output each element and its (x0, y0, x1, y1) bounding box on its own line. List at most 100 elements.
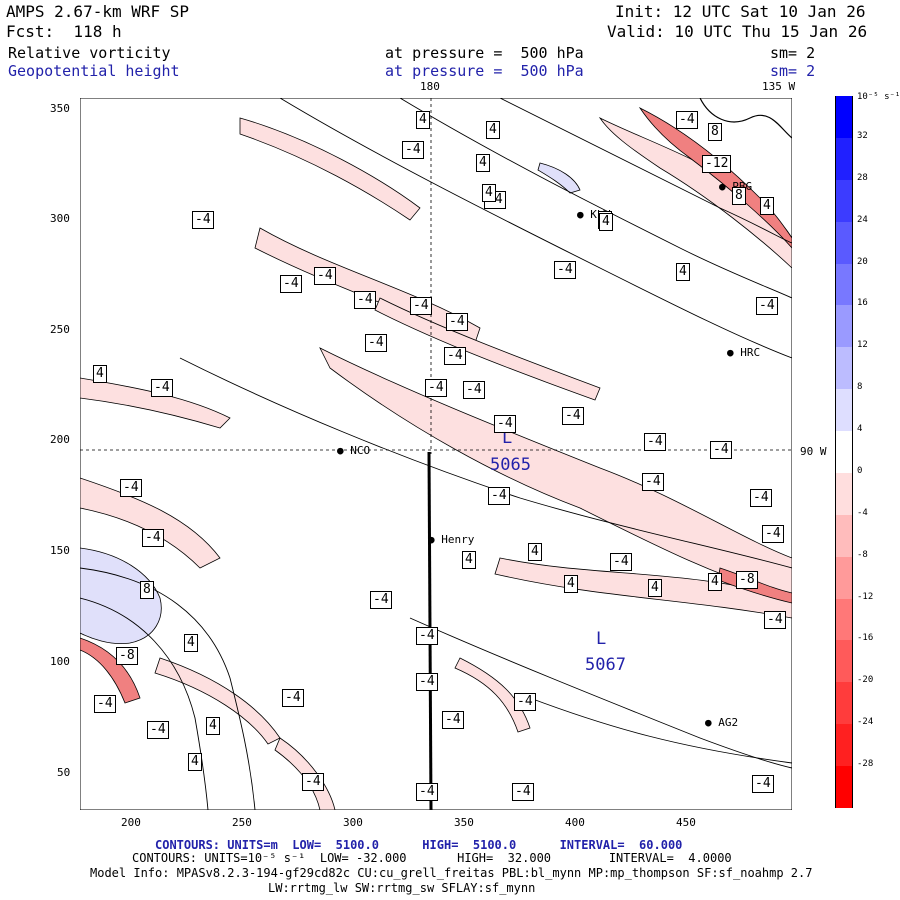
contour-value-label: -4 (416, 783, 438, 801)
contour-value-label: -4 (402, 141, 424, 159)
colorbar-segment (835, 514, 853, 557)
contour-value-label: -4 (644, 433, 666, 451)
contour-value-label: -4 (142, 529, 164, 547)
init-time: Init: 12 UTC Sat 10 Jan 26 (615, 2, 866, 21)
field2-level: at pressure = 500 hPa (385, 62, 584, 80)
low-center-1-value: 5065 (490, 455, 531, 475)
contour-value-label: -4 (750, 489, 772, 507)
forecast-hour: Fcst: 118 h (6, 22, 122, 41)
colorbar-segment (835, 96, 853, 138)
colorbar-segment (835, 766, 853, 808)
colorbar-tick-label: -8 (857, 549, 868, 560)
y-tick-150: 150 (50, 544, 70, 557)
footer-contours-height: CONTOURS: UNITS=m LOW= 5100.0 HIGH= 5100… (155, 838, 683, 852)
contour-value-label: 4 (184, 634, 198, 652)
low-center-2-value: 5067 (585, 655, 626, 675)
colorbar-segment (835, 179, 853, 222)
contour-value-label: -4 (147, 721, 169, 739)
contour-value-label: -4 (302, 773, 324, 791)
valid-time: Valid: 10 UTC Thu 15 Jan 26 (607, 22, 868, 41)
contour-value-label: -4 (416, 627, 438, 645)
contour-value-label: 4 (708, 573, 722, 591)
lon-label-135w: 135 W (762, 80, 796, 93)
colorbar-segment (835, 682, 853, 725)
colorbar-segment (835, 389, 853, 432)
contour-value-label: -4 (365, 334, 387, 352)
contour-value-label: -4 (764, 611, 786, 629)
contour-value-label: -4 (425, 379, 447, 397)
contour-value-label: -4 (370, 591, 392, 609)
contour-value-label: -4 (762, 525, 784, 543)
colorbar-tick-label: -28 (857, 759, 874, 770)
colorbar-segment (835, 263, 853, 306)
contour-value-label: -4 (94, 695, 116, 713)
contour-value-label: 4 (564, 575, 578, 593)
lat-label-90w: 90 W (800, 445, 827, 458)
contour-value-label: 4 (476, 154, 490, 172)
contour-value-label: 4 (462, 551, 476, 569)
lon-label-180: 180 (420, 80, 440, 93)
x-tick-250: 250 (232, 816, 252, 829)
field2-name: Geopotential height (8, 62, 180, 80)
x-tick-450: 450 (676, 816, 696, 829)
contour-value-label: -4 (280, 275, 302, 293)
colorbar-segment (835, 305, 853, 348)
colorbar-segment (835, 724, 853, 767)
low-center-2-label: L (596, 629, 607, 649)
colorbar-tick-label: 0 (857, 465, 863, 476)
contour-value-label: 8 (732, 187, 746, 205)
field1-level: at pressure = 500 hPa (385, 44, 584, 62)
y-tick-350: 350 (50, 102, 70, 115)
contour-value-label: 8 (708, 123, 722, 141)
footer-physics: LW:rrtmg_lw SW:rrtmg_sw SFLAY:sf_mynn (268, 881, 536, 895)
colorbar-segment (835, 472, 853, 515)
colorbar-segment (835, 137, 853, 180)
colorbar-tick-label: -20 (857, 675, 874, 686)
colorbar (835, 96, 853, 808)
contour-value-label: -4 (151, 379, 173, 397)
contour-value-label: 4 (648, 579, 662, 597)
y-tick-100: 100 (50, 655, 70, 668)
positive-vorticity (80, 162, 581, 645)
contour-value-label: 8 (140, 581, 154, 599)
colorbar-segment (835, 431, 853, 473)
contour-value-label: -4 (442, 711, 464, 729)
colorbar-tick-label: 4 (857, 424, 863, 435)
contour-value-label: 4 (188, 753, 202, 771)
field1-name: Relative vorticity (8, 44, 171, 62)
contour-value-label: -4 (446, 313, 468, 331)
contour-value-label: -8 (736, 571, 758, 589)
y-tick-300: 300 (50, 212, 70, 225)
contour-value-label: -4 (444, 347, 466, 365)
colorbar-tick-label: -12 (857, 591, 874, 602)
contour-value-label: -4 (282, 689, 304, 707)
y-tick-200: 200 (50, 433, 70, 446)
contour-value-label: -8 (116, 647, 138, 665)
colorbar-segment (835, 556, 853, 599)
colorbar-tick-label: 28 (857, 172, 868, 183)
contour-value-label: 4 (93, 365, 107, 383)
contour-value-label: -4 (676, 111, 698, 129)
contour-value-label: 4 (760, 197, 774, 215)
x-tick-200: 200 (121, 816, 141, 829)
contour-value-label: -4 (120, 479, 142, 497)
colorbar-segment (835, 640, 853, 683)
contour-value-label: -4 (354, 291, 376, 309)
y-tick-50: 50 (57, 766, 71, 779)
contour-value-label: -4 (314, 267, 336, 285)
contour-value-label: -4 (642, 473, 664, 491)
contour-value-label: 4 (482, 184, 496, 202)
colorbar-tick-label: -24 (857, 717, 874, 728)
contour-value-label: -4 (610, 553, 632, 571)
colorbar-tick-label: -4 (857, 507, 868, 518)
colorbar-segment (835, 221, 853, 264)
contour-value-label: -4 (488, 487, 510, 505)
colorbar-tick-label: -16 (857, 633, 874, 644)
contour-lines (80, 98, 792, 810)
contour-value-label: 4 (416, 111, 430, 129)
x-tick-400: 400 (565, 816, 585, 829)
contour-value-label: -4 (752, 775, 774, 793)
contour-value-label: -4 (463, 381, 485, 399)
contour-value-label: -4 (512, 783, 534, 801)
station-ag2: ● AG2 (705, 716, 739, 729)
